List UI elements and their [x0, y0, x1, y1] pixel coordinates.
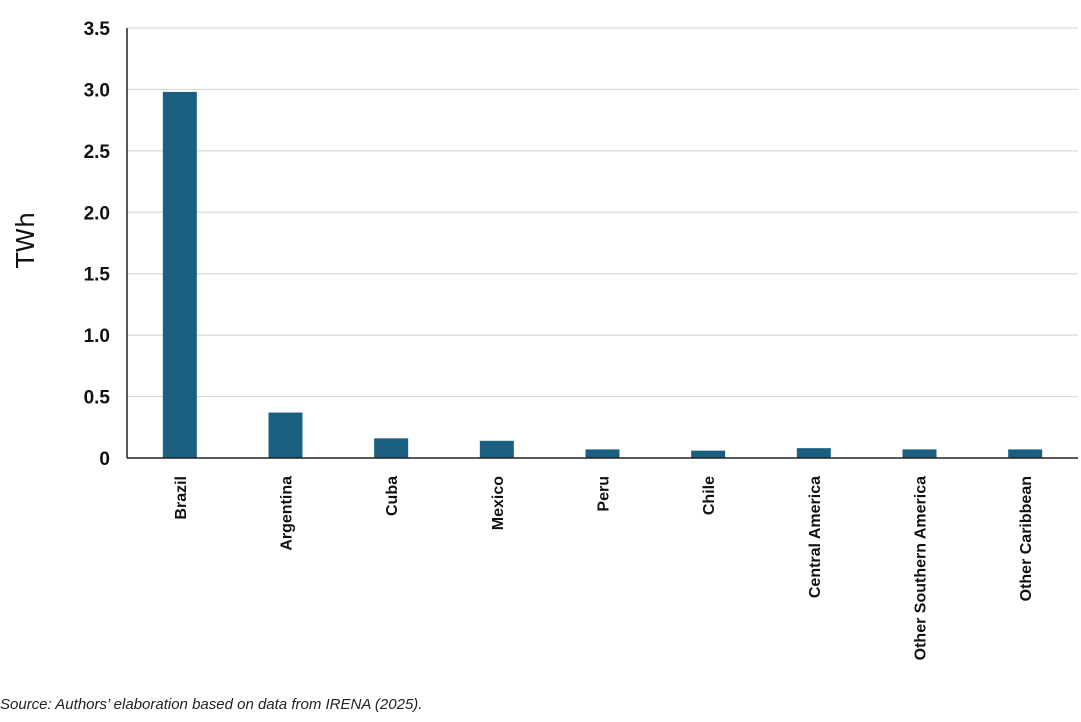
y-tick-labels: 0 0.5 1.0 1.5 2.0 2.5 3.0 3.5 — [84, 19, 111, 470]
x-tick-label: Other Caribbean — [1018, 476, 1035, 601]
x-tick-label: Cuba — [384, 476, 401, 516]
x-tick-label: Mexico — [490, 476, 507, 530]
x-tick-label: Argentina — [279, 476, 296, 551]
y-tick-label: 3.0 — [84, 80, 110, 101]
y-tick-label: 1.0 — [84, 326, 110, 347]
bar-other-caribbean — [1008, 449, 1043, 458]
bar-other-southern-america — [902, 449, 937, 458]
y-tick-label: 0 — [99, 449, 110, 470]
bar-peru — [585, 449, 620, 458]
bar-central-america — [796, 448, 831, 458]
axes — [126, 28, 1078, 459]
bar-argentina — [268, 412, 303, 458]
y-tick-label: 1.5 — [84, 265, 111, 286]
gridlines — [127, 27, 1078, 398]
x-tick-label: Brazil — [173, 476, 190, 520]
x-tick-label: Other Southern America — [913, 476, 930, 660]
x-tick-labels: Brazil Argentina Cuba Mexico Peru Chile Centra… — [173, 476, 1035, 661]
bar-cuba — [374, 438, 409, 458]
x-tick-label: Peru — [596, 476, 613, 512]
y-tick-label: 2.5 — [84, 142, 111, 163]
bar-brazil — [162, 91, 197, 458]
y-tick-label: 3.5 — [84, 19, 111, 40]
y-axis-title: TWh — [11, 212, 40, 269]
bars — [162, 91, 1043, 458]
x-tick-label: Central America — [807, 476, 824, 598]
y-tick-label: 2.0 — [84, 203, 110, 224]
y-tick-label: 0.5 — [84, 388, 111, 409]
bar-chile — [691, 450, 726, 458]
bar-mexico — [479, 440, 514, 458]
x-tick-label: Chile — [701, 476, 718, 515]
source-note: Source: Authors’ elaboration based on da… — [0, 696, 423, 713]
